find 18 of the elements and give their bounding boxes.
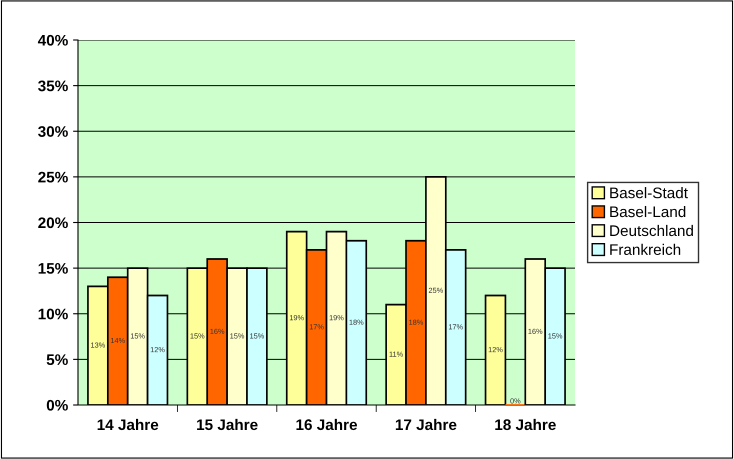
y-tick-label: 25% [38,172,68,183]
y-tick-label: 35% [38,80,68,92]
y-tick-label: 10% [38,308,68,320]
legend-label: Deutschland [610,224,693,236]
x-tick-label: 18 Jahre [495,418,556,430]
y-tick-label: 20% [38,217,68,228]
y-tick-label: 0% [46,400,68,411]
y-tick-label: 5% [46,354,68,366]
y-tick-label: 15% [38,263,68,274]
x-tick-label: 17 Jahre [396,418,456,430]
x-tick-label: 16 Jahre [296,418,357,430]
y-tick-label: 40% [38,34,68,46]
legend-label: Frankreich [610,244,680,255]
x-tick-label: 14 Jahre [98,418,158,430]
legend-label: Basel-Land [610,206,686,218]
x-tick-label: 15 Jahre [197,418,258,430]
y-tick-label: 30% [38,126,68,137]
legend-label: Basel-Stadt [610,187,688,198]
